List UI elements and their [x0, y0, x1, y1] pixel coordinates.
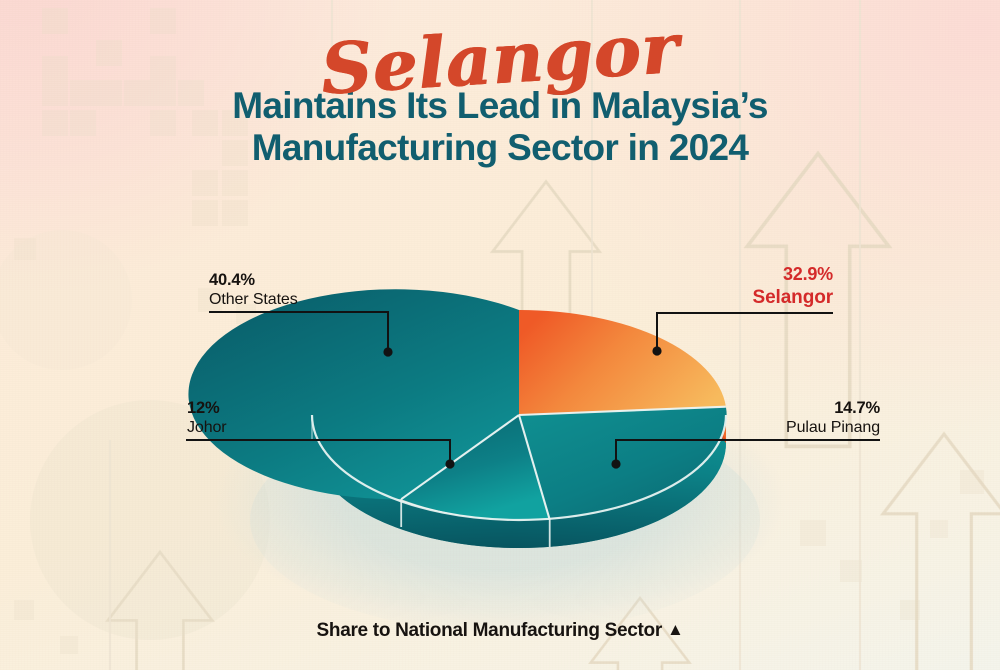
callout-pulau-pinang: 14.7% Pulau Pinang — [786, 398, 880, 438]
leader-lines — [186, 311, 880, 469]
callout-johor: 12% Johor — [187, 398, 227, 438]
callout-pulau-pinang-value: 14.7% — [834, 399, 880, 417]
leader-line-johor — [186, 439, 451, 464]
leader-line-pulau-pinang — [615, 439, 880, 464]
pie-slice-pulau-pinang[interactable] — [519, 406, 727, 520]
pie-slices — [188, 289, 728, 547]
headline-block: Selangor Maintains Its Lead in Malaysia’… — [0, 6, 1000, 169]
callout-selangor: 32.9% Selangor — [753, 264, 834, 309]
callout-other-states-label: Other States — [209, 291, 298, 309]
leader-dot-other-states — [383, 347, 393, 357]
leader-line-selangor — [656, 312, 833, 351]
callout-johor-label: Johor — [187, 419, 227, 437]
leader-dot-selangor — [652, 346, 662, 356]
pie-slice-johor[interactable] — [401, 415, 550, 521]
callout-johor-value: 12% — [187, 399, 220, 417]
up-triangle-icon: ▲ — [666, 620, 684, 639]
callout-pulau-pinang-label: Pulau Pinang — [786, 419, 880, 437]
callout-selangor-value: 32.9% — [782, 264, 833, 284]
callout-selangor-label: Selangor — [752, 286, 834, 308]
leader-dot-johor — [445, 459, 455, 469]
leader-line-other-states — [209, 311, 389, 352]
pie-slice-selangor[interactable] — [519, 309, 726, 415]
chart-caption-text: Share to National Manufacturing Sector — [316, 620, 663, 641]
callout-other-states: 40.4% Other States — [209, 270, 298, 310]
pie-slice-other-states[interactable] — [188, 289, 519, 500]
page-title: Maintains Its Lead in Malaysia’s Manufac… — [232, 84, 768, 168]
leader-dot-pulau-pinang — [611, 459, 621, 469]
chart-caption: Share to National Manufacturing Sector ▲ — [0, 620, 1000, 642]
callout-other-states-value: 40.4% — [209, 271, 255, 289]
